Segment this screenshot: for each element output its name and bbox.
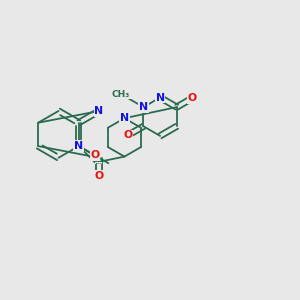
- Text: CH₃: CH₃: [112, 90, 130, 99]
- Text: N: N: [120, 113, 129, 123]
- Text: N: N: [74, 141, 83, 151]
- Text: N: N: [94, 106, 103, 116]
- Text: methoxy: methoxy: [95, 163, 102, 164]
- Text: O: O: [123, 130, 133, 140]
- Text: N: N: [156, 92, 165, 103]
- Text: O: O: [90, 150, 99, 161]
- Text: O: O: [188, 93, 197, 103]
- Text: O: O: [94, 171, 103, 181]
- Text: N: N: [139, 102, 148, 112]
